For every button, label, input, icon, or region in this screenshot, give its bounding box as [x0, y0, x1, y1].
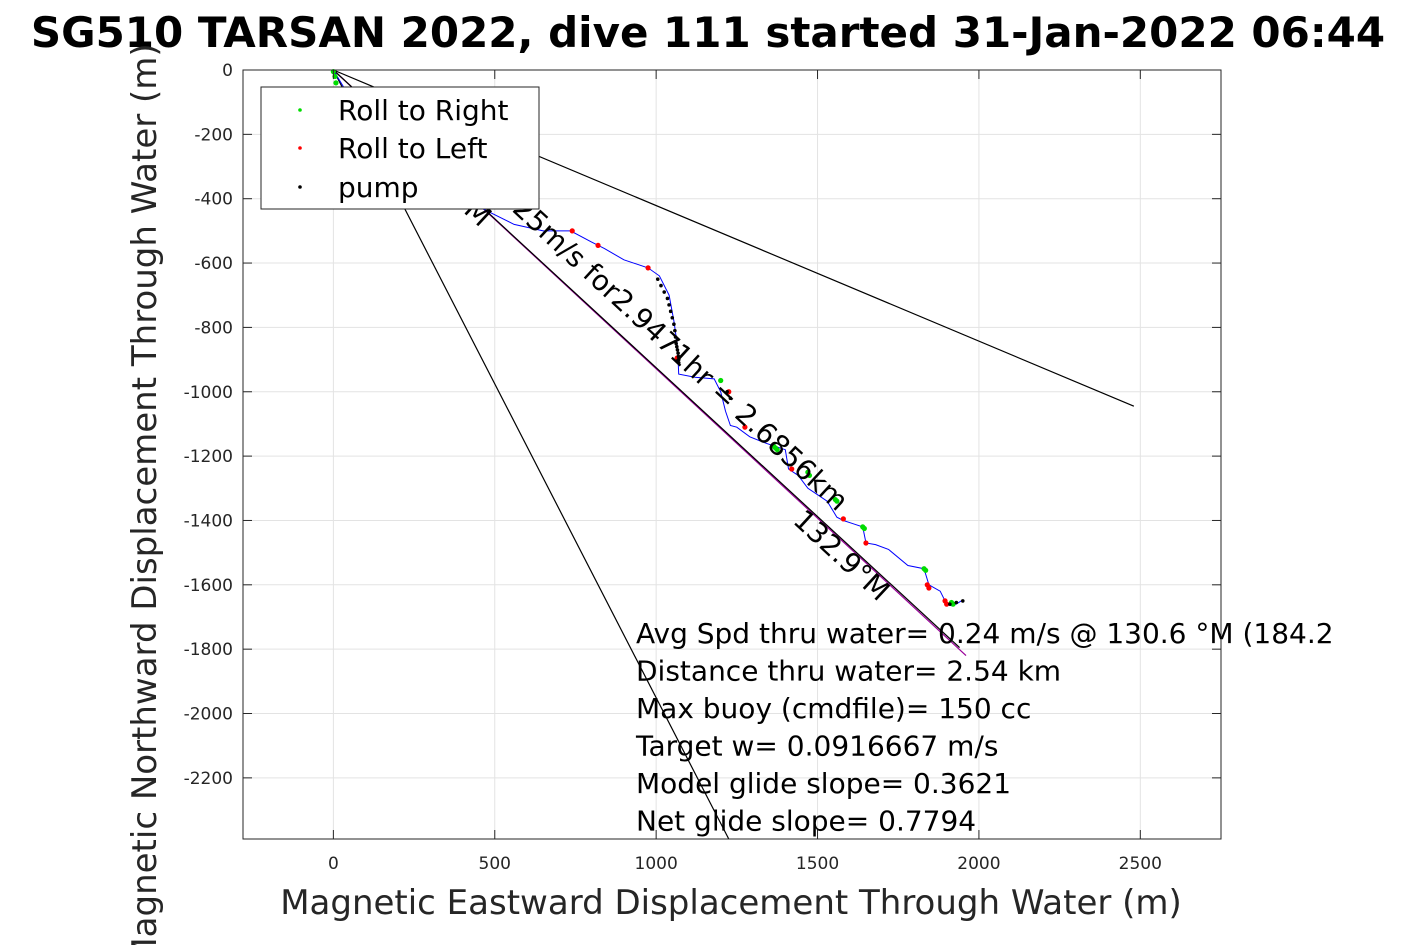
chart-title: SG510 TARSAN 2022, dive 111 started 31-J…: [31, 8, 1385, 57]
roll-right-point: [950, 601, 956, 607]
tick-marks: [243, 69, 1221, 839]
y-tick-label: -600: [194, 254, 233, 274]
y-tick-label: -1000: [184, 383, 233, 403]
summary-line: Model glide slope= 0.3621: [636, 767, 1011, 800]
y-tick-label: -2000: [184, 705, 233, 725]
pump-point: [670, 315, 675, 320]
pump-point: [668, 309, 673, 314]
summary-line: Distance thru water= 2.54 km: [636, 655, 1061, 688]
roll-left-point: [645, 265, 651, 271]
roll-right-point: [834, 498, 840, 504]
legend: Roll to Right Roll to Left pump: [260, 86, 540, 210]
pump-point: [662, 290, 667, 294]
x-axis-label: Magnetic Eastward Displacement Through W…: [280, 883, 1182, 923]
pump-point: [954, 600, 959, 605]
pump-point: [655, 277, 660, 281]
pump-point: [676, 360, 681, 365]
pump-point: [665, 296, 670, 301]
x-tick-label: 2000: [957, 854, 1000, 874]
roll-left-point: [742, 424, 748, 430]
pump-point: [960, 599, 965, 603]
pump-point: [667, 303, 671, 307]
legend-label-roll-right: Roll to Right: [338, 94, 509, 127]
pump-point: [675, 348, 680, 352]
y-tick-label: -1600: [184, 576, 233, 596]
legend-label-pump: pump: [338, 171, 419, 204]
x-tick-label: 500: [479, 854, 511, 874]
legend-box: [260, 86, 540, 210]
roll-left-point: [789, 466, 795, 472]
legend-marker-pump: [298, 185, 302, 189]
track-line: [332, 69, 962, 607]
roll-left-point: [595, 242, 601, 248]
summary-line: Target w= 0.0916667 m/s: [635, 730, 998, 763]
summary-line: Net glide slope= 0.7794: [636, 805, 976, 838]
pump-point: [676, 354, 681, 359]
x-tick-label: 0: [328, 854, 339, 874]
summary-text-block: Avg Spd thru water= 0.24 m/s @ 130.6 °M …: [635, 617, 1334, 838]
roll-right-point: [923, 567, 929, 573]
y-axis-label: Magnetic Northward Displacement Through …: [125, 43, 165, 945]
roll-left-point: [926, 585, 932, 591]
legend-marker-roll-left: [298, 146, 302, 150]
pump-point: [674, 341, 678, 346]
legend-label-roll-left: Roll to Left: [338, 132, 487, 165]
legend-marker-roll-right: [298, 108, 302, 112]
pump-point: [673, 328, 677, 333]
pump-point: [672, 322, 676, 326]
roll-left-point: [944, 601, 950, 607]
roll-right-point: [333, 80, 339, 86]
summary-line: Max buoy (cmdfile)= 150 cc: [636, 692, 1031, 725]
y-tick-label: -200: [194, 125, 233, 145]
pump-point: [673, 335, 678, 339]
y-tick-label: -2200: [184, 769, 233, 789]
pump-point: [676, 357, 681, 362]
pump-point: [725, 389, 729, 394]
roll-right-point: [774, 447, 780, 453]
y-tick-label: -1800: [184, 640, 233, 660]
series-group: [330, 69, 965, 607]
plot-frame: [242, 69, 1222, 840]
roll-left-point: [863, 540, 869, 546]
y-tick-label: 0: [222, 61, 233, 81]
roll-right-point: [861, 525, 867, 532]
pump-point: [948, 602, 952, 606]
pump-point: [659, 283, 663, 288]
roll-left-point: [569, 228, 575, 234]
roll-left-point: [840, 516, 846, 522]
x-tick-label: 1000: [635, 854, 678, 874]
summary-line: Avg Spd thru water= 0.24 m/s @ 130.6 °M …: [636, 617, 1334, 650]
pump-point: [728, 396, 733, 400]
pump-point: [676, 351, 680, 355]
y-tick-label: -1400: [184, 511, 233, 531]
x-tick-label: 1500: [796, 854, 839, 874]
roll-right-point: [806, 472, 813, 479]
tick-labels: 0 500 1000 1500 2000 2500 0 -200 -400 -600 -800 -10…: [184, 61, 1162, 874]
roll-right-point: [718, 377, 724, 384]
y-tick-label: -1200: [184, 447, 233, 467]
pump-point: [675, 344, 679, 349]
y-tick-label: -400: [194, 190, 233, 210]
y-tick-label: -800: [194, 318, 233, 338]
x-tick-label: 2500: [1119, 854, 1162, 874]
